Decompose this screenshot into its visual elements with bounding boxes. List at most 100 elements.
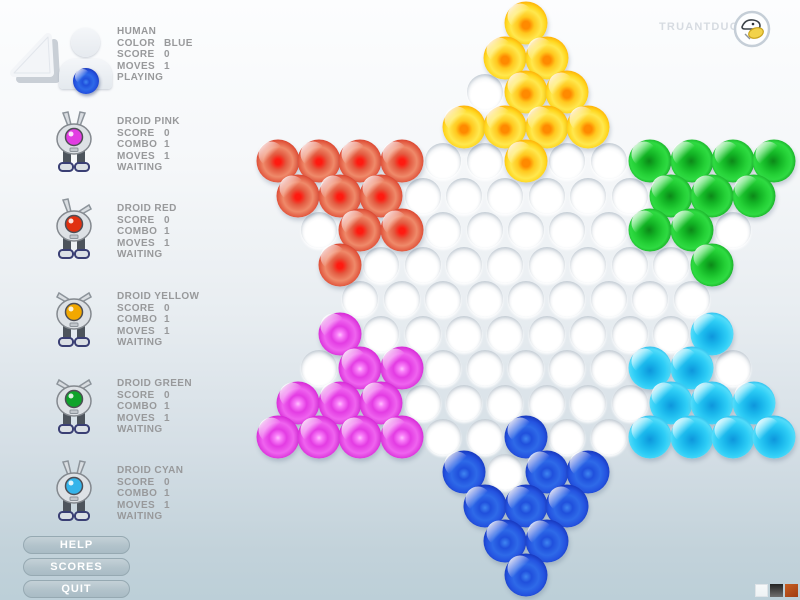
board-hole[interactable] bbox=[549, 212, 586, 248]
marble-red[interactable] bbox=[380, 208, 424, 252]
marble-yellow[interactable] bbox=[504, 1, 548, 45]
board-hole[interactable] bbox=[301, 212, 337, 248]
marble-cyan[interactable] bbox=[752, 415, 796, 459]
board-hole[interactable] bbox=[590, 281, 627, 317]
marble-blue[interactable] bbox=[463, 484, 507, 528]
board-hole[interactable] bbox=[549, 143, 586, 179]
marble-cyan[interactable] bbox=[670, 415, 714, 459]
board-hole[interactable] bbox=[466, 143, 503, 179]
player-status: WAITING bbox=[117, 337, 163, 349]
scores-button[interactable]: SCORES bbox=[23, 558, 130, 576]
marble-magenta[interactable] bbox=[297, 415, 341, 459]
marble-green[interactable] bbox=[732, 174, 776, 217]
board-hole[interactable] bbox=[549, 281, 586, 317]
board-hole[interactable] bbox=[404, 384, 441, 421]
board-hole[interactable] bbox=[632, 281, 669, 317]
help-button[interactable]: HELP bbox=[23, 536, 130, 554]
marble-cyan[interactable] bbox=[649, 381, 693, 424]
board-hole[interactable] bbox=[549, 350, 586, 386]
marble-blue[interactable] bbox=[442, 450, 486, 493]
board-hole[interactable] bbox=[425, 143, 462, 179]
marble-magenta[interactable] bbox=[256, 415, 300, 459]
board-hole[interactable] bbox=[425, 419, 462, 455]
board-hole[interactable] bbox=[611, 246, 648, 283]
marble-red[interactable] bbox=[297, 139, 341, 183]
board-hole[interactable] bbox=[466, 212, 503, 248]
board-hole[interactable] bbox=[425, 350, 462, 386]
board-hole[interactable] bbox=[487, 246, 524, 283]
board-hole[interactable] bbox=[404, 177, 441, 214]
board-hole[interactable] bbox=[301, 350, 337, 386]
marble-green[interactable] bbox=[628, 139, 672, 183]
marble-red[interactable] bbox=[318, 243, 362, 286]
board-hole[interactable] bbox=[570, 177, 607, 214]
board-hole[interactable] bbox=[590, 212, 627, 248]
board-hole[interactable] bbox=[590, 143, 627, 179]
board-hole[interactable] bbox=[487, 177, 524, 214]
board-hole[interactable] bbox=[404, 246, 441, 283]
board-hole[interactable] bbox=[528, 177, 565, 214]
board-hole[interactable] bbox=[487, 453, 524, 490]
board-hole[interactable] bbox=[363, 246, 400, 283]
board-hole[interactable] bbox=[466, 419, 503, 455]
board-hole[interactable] bbox=[425, 281, 462, 317]
marble-green[interactable] bbox=[690, 243, 734, 286]
marble-yellow[interactable] bbox=[566, 105, 610, 148]
player-stat-row: COLOR BLUE bbox=[117, 37, 193, 49]
marble-blue[interactable] bbox=[504, 553, 548, 597]
board-hole[interactable] bbox=[487, 384, 524, 421]
marble-red[interactable] bbox=[380, 139, 424, 183]
board-hole[interactable] bbox=[528, 384, 565, 421]
board-hole[interactable] bbox=[715, 212, 751, 248]
quit-button[interactable]: QUIT bbox=[23, 580, 130, 598]
board-hole[interactable] bbox=[570, 315, 607, 352]
board-hole[interactable] bbox=[570, 246, 607, 283]
marble-magenta[interactable] bbox=[380, 415, 424, 459]
board-hole[interactable] bbox=[466, 74, 503, 110]
marble-yellow[interactable] bbox=[525, 105, 569, 148]
board-hole[interactable] bbox=[549, 419, 586, 455]
board-hole[interactable] bbox=[404, 315, 441, 352]
board-hole[interactable] bbox=[611, 384, 648, 421]
board-hole[interactable] bbox=[445, 384, 482, 421]
board-hole[interactable] bbox=[590, 419, 627, 455]
board-hole[interactable] bbox=[652, 246, 689, 283]
marble-cyan[interactable] bbox=[628, 415, 672, 459]
board-hole[interactable] bbox=[528, 315, 565, 352]
board-hole[interactable] bbox=[715, 350, 751, 386]
board-hole[interactable] bbox=[673, 281, 710, 317]
marble-cyan[interactable] bbox=[690, 312, 734, 355]
board-hole[interactable] bbox=[363, 315, 400, 352]
board-hole[interactable] bbox=[508, 350, 544, 386]
marble-cyan[interactable] bbox=[711, 415, 755, 459]
board-hole[interactable] bbox=[508, 281, 544, 317]
board-hole[interactable] bbox=[528, 246, 565, 283]
board-hole[interactable] bbox=[466, 350, 503, 386]
board-hole[interactable] bbox=[590, 350, 627, 386]
board-hole[interactable] bbox=[445, 315, 482, 352]
board-hole[interactable] bbox=[342, 281, 379, 317]
board-hole[interactable] bbox=[383, 281, 420, 317]
marble-magenta[interactable] bbox=[318, 312, 362, 355]
board-hole[interactable] bbox=[445, 177, 482, 214]
board-hole[interactable] bbox=[652, 315, 689, 352]
board-hole[interactable] bbox=[508, 212, 544, 248]
marble-red[interactable] bbox=[276, 174, 320, 217]
theme-swatch-dark[interactable] bbox=[770, 584, 783, 597]
marble-blue[interactable] bbox=[525, 519, 569, 562]
board-hole[interactable] bbox=[445, 246, 482, 283]
marble-yellow[interactable] bbox=[483, 105, 527, 148]
marble-green[interactable] bbox=[628, 208, 672, 252]
marble-blue[interactable] bbox=[483, 519, 527, 562]
theme-swatch-white[interactable] bbox=[755, 584, 768, 597]
board-hole[interactable] bbox=[611, 177, 648, 214]
marble-yellow[interactable] bbox=[442, 105, 486, 148]
board-hole[interactable] bbox=[425, 212, 462, 248]
theme-swatch-orange[interactable] bbox=[785, 584, 798, 597]
marble-yellow[interactable] bbox=[504, 139, 548, 183]
marble-magenta[interactable] bbox=[338, 415, 382, 459]
board-hole[interactable] bbox=[570, 384, 607, 421]
board-hole[interactable] bbox=[611, 315, 648, 352]
board-hole[interactable] bbox=[487, 315, 524, 352]
board-hole[interactable] bbox=[466, 281, 503, 317]
